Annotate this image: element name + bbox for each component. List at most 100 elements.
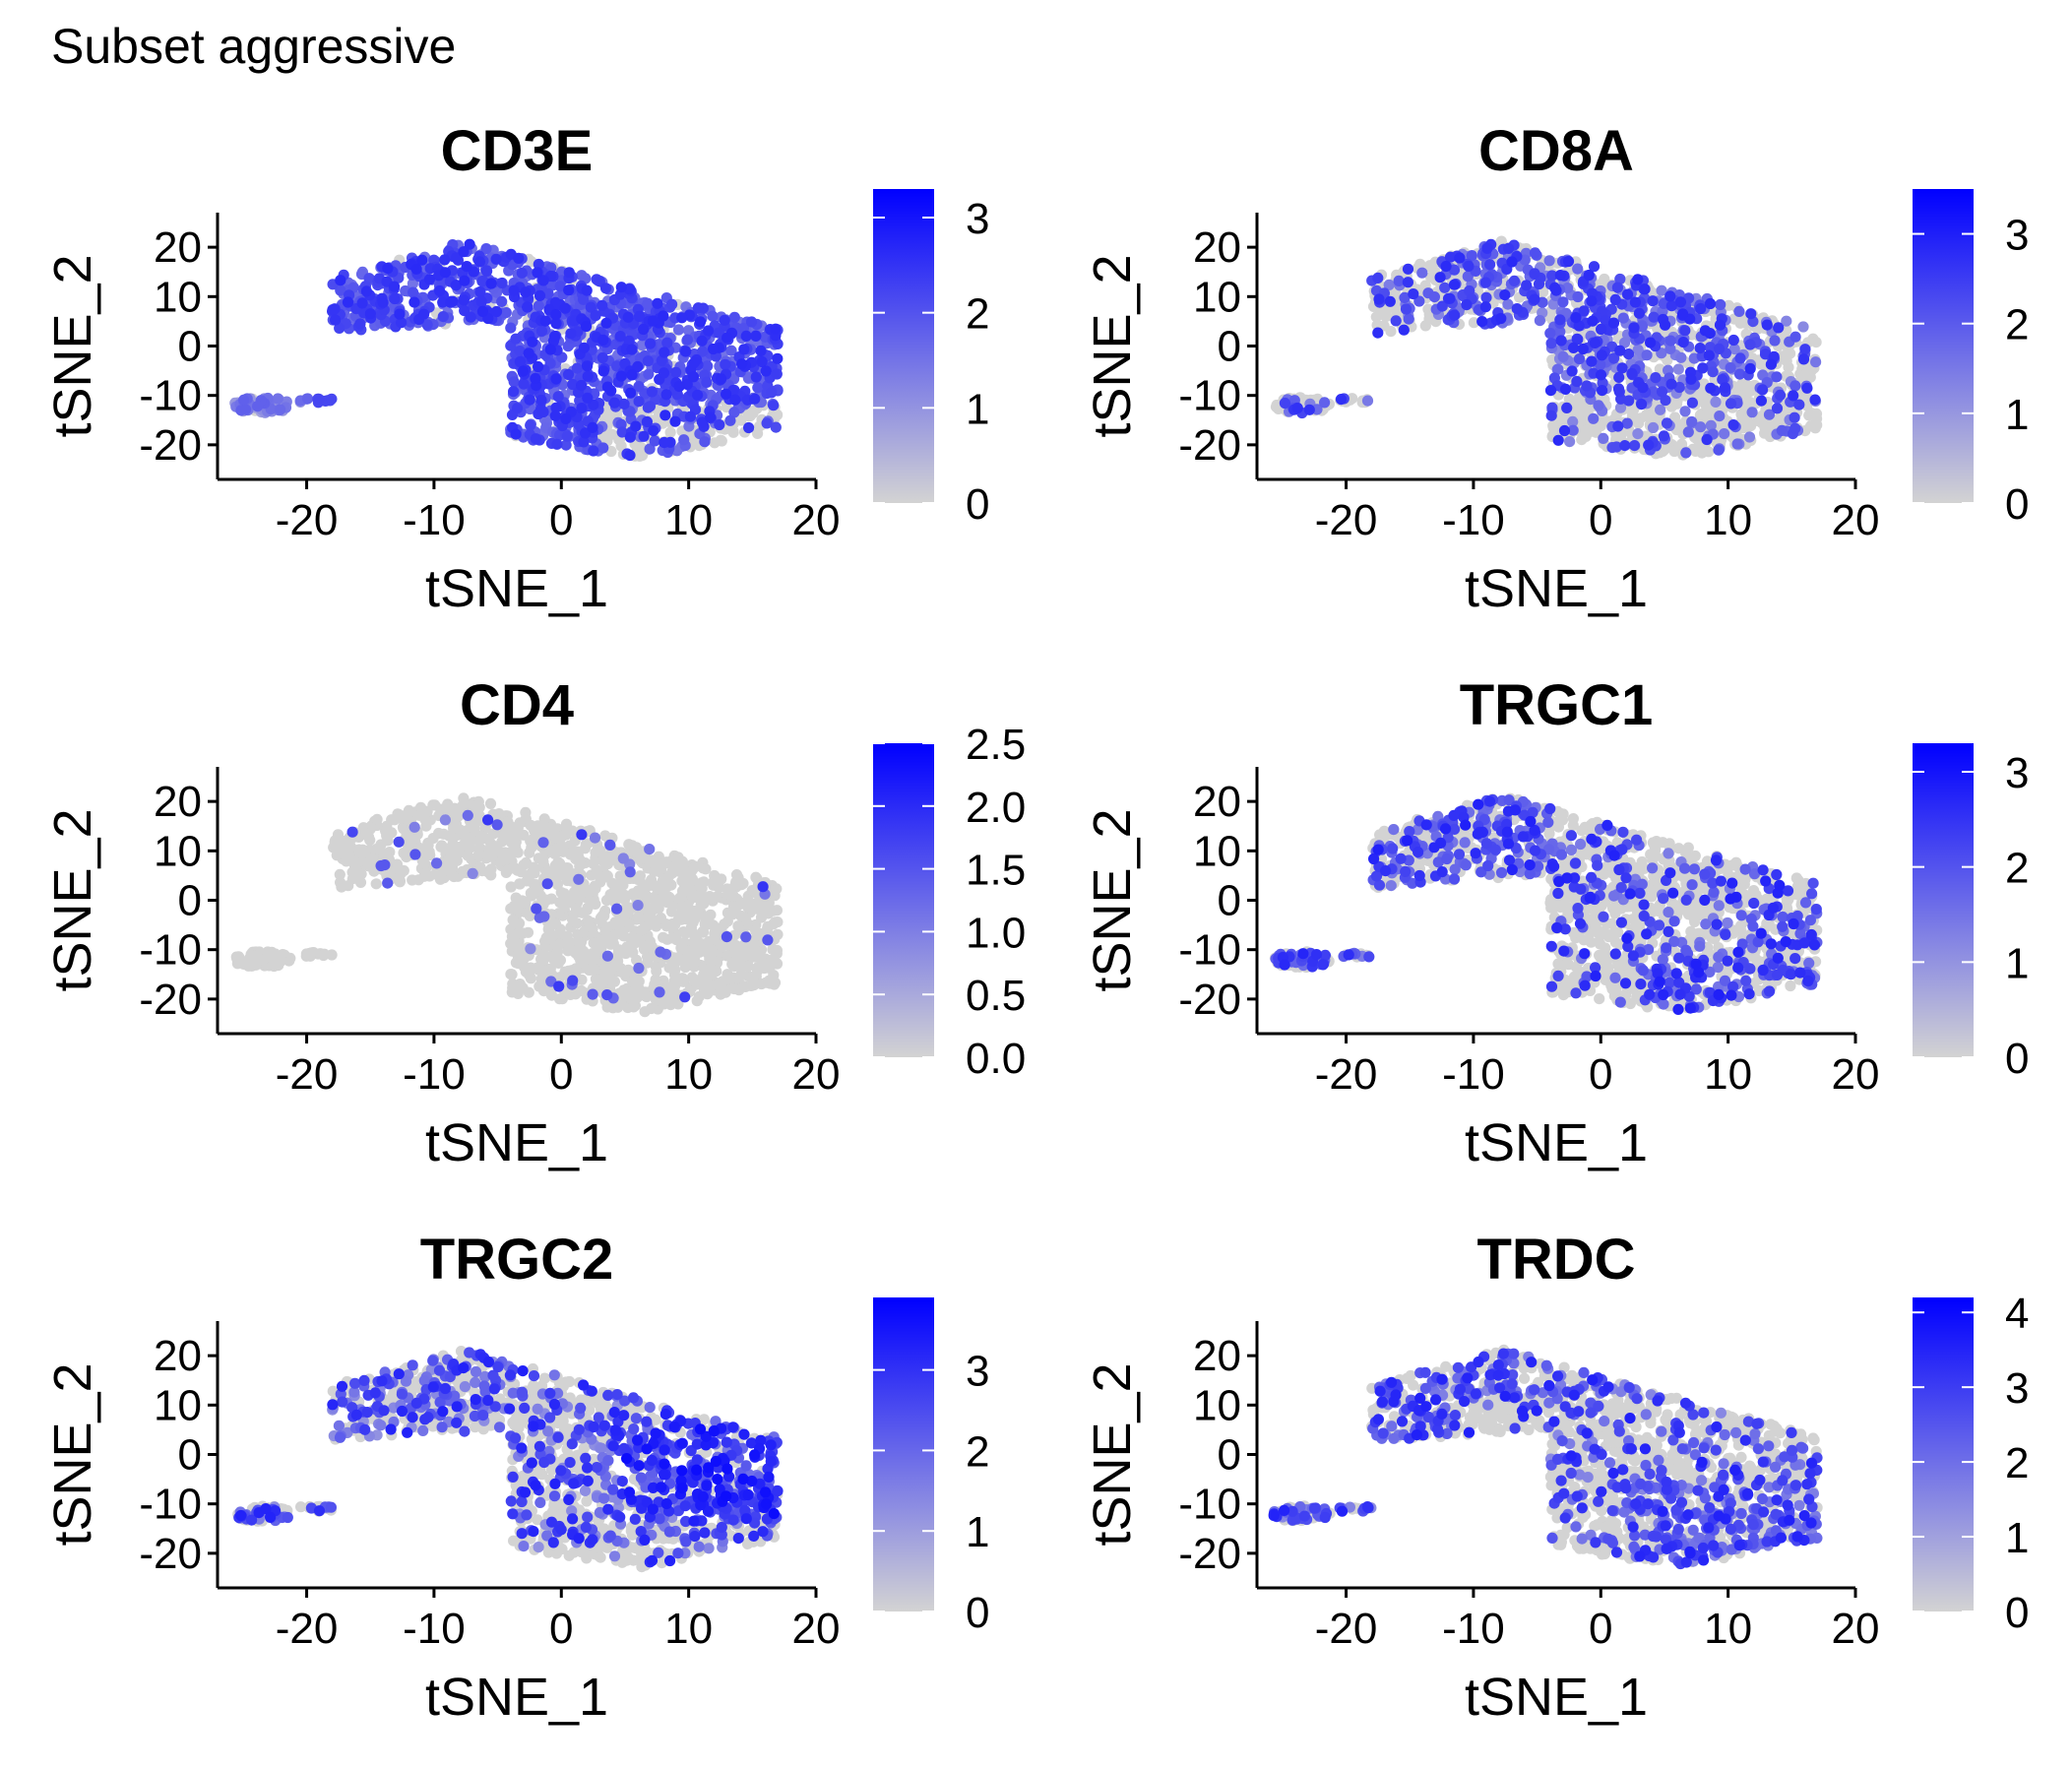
data-point — [681, 334, 694, 346]
data-point — [537, 837, 549, 849]
data-point — [1680, 447, 1692, 459]
data-point — [1685, 373, 1697, 385]
data-point — [540, 932, 552, 944]
data-point — [724, 414, 736, 426]
panel-cd8a: CD8A-20 -10 0 10 2020100-10-20tSNE_1tSNE_201… — [1083, 119, 2029, 618]
data-point — [745, 316, 758, 328]
data-point — [512, 958, 524, 970]
data-point — [447, 862, 459, 874]
data-point — [601, 950, 614, 962]
data-point — [433, 827, 445, 840]
data-point — [1533, 279, 1545, 290]
data-point — [439, 254, 451, 266]
data-point — [1476, 316, 1488, 328]
data-point — [512, 822, 524, 834]
data-point — [1755, 358, 1767, 370]
data-point — [624, 449, 636, 462]
data-point — [633, 911, 645, 922]
data-point — [1645, 337, 1657, 348]
data-point — [1402, 263, 1414, 275]
data-point — [559, 302, 571, 314]
data-point — [508, 900, 520, 913]
data-point — [660, 389, 672, 401]
data-point — [1793, 399, 1805, 411]
data-point — [533, 360, 544, 373]
data-point — [510, 846, 522, 857]
data-point — [576, 403, 588, 414]
data-point — [717, 976, 728, 987]
data-point — [439, 267, 451, 279]
data-point — [537, 406, 549, 418]
data-point — [525, 943, 536, 955]
data-point — [750, 371, 762, 383]
data-point — [1686, 397, 1698, 409]
y-axis-label: tSNE_2 — [1083, 254, 1142, 437]
data-point — [565, 328, 577, 340]
data-point — [597, 442, 609, 454]
data-point — [745, 409, 757, 420]
data-point — [571, 917, 583, 929]
data-point — [1554, 270, 1566, 282]
data-point — [525, 819, 536, 832]
data-point — [644, 443, 656, 455]
data-point — [727, 890, 739, 902]
data-point — [272, 393, 283, 405]
data-point — [522, 301, 534, 313]
data-point — [418, 308, 430, 320]
x-tick-label: -10 — [403, 1050, 466, 1099]
data-point — [1545, 410, 1557, 421]
data-point — [643, 368, 655, 380]
data-point — [669, 415, 681, 427]
data-point — [642, 355, 655, 367]
data-point — [588, 445, 599, 457]
data-point — [1616, 362, 1628, 374]
data-point — [738, 344, 750, 355]
data-point — [695, 899, 707, 911]
data-point — [1361, 395, 1374, 407]
data-point — [641, 415, 654, 428]
data-point — [484, 797, 497, 810]
data-point — [562, 368, 575, 381]
data-point — [505, 969, 517, 980]
data-point — [564, 891, 576, 903]
y-tick-label: -10 — [1178, 372, 1241, 420]
data-point — [523, 347, 534, 359]
y-tick-label: -10 — [139, 926, 202, 975]
data-point — [1769, 335, 1781, 347]
data-point — [649, 435, 660, 447]
data-point — [761, 417, 773, 429]
data-point — [1434, 272, 1446, 284]
data-point — [1701, 398, 1713, 410]
data-point — [688, 862, 700, 874]
data-point — [700, 863, 712, 875]
data-point — [389, 292, 401, 305]
x-tick-label: -20 — [276, 496, 339, 544]
data-point — [1588, 412, 1600, 424]
data-point — [1479, 301, 1491, 313]
data-point — [553, 993, 566, 1005]
data-point — [1715, 298, 1727, 311]
data-point — [721, 931, 733, 943]
data-point — [1499, 289, 1511, 301]
panel-trgc1: TRGC1-20 -10 0 10 2020100-10-20tSNE_1tSNE_20… — [1083, 673, 2029, 1172]
x-tick-label: -10 — [1442, 496, 1505, 544]
data-point — [1682, 426, 1694, 438]
data-point — [750, 330, 762, 342]
data-point — [604, 839, 616, 852]
data-point — [1583, 269, 1595, 282]
data-point — [719, 314, 730, 326]
data-point — [520, 286, 532, 298]
data-point — [608, 397, 621, 409]
data-point — [681, 945, 693, 957]
data-point — [729, 394, 741, 406]
data-point — [1573, 353, 1586, 365]
data-point — [533, 853, 544, 864]
data-point — [1562, 255, 1575, 268]
data-point — [473, 256, 485, 268]
data-point — [762, 934, 774, 946]
colorbar-gradient — [1913, 189, 1974, 503]
data-point — [1810, 356, 1822, 368]
data-point — [359, 846, 371, 858]
data-point — [535, 953, 547, 966]
data-point — [1699, 325, 1711, 337]
